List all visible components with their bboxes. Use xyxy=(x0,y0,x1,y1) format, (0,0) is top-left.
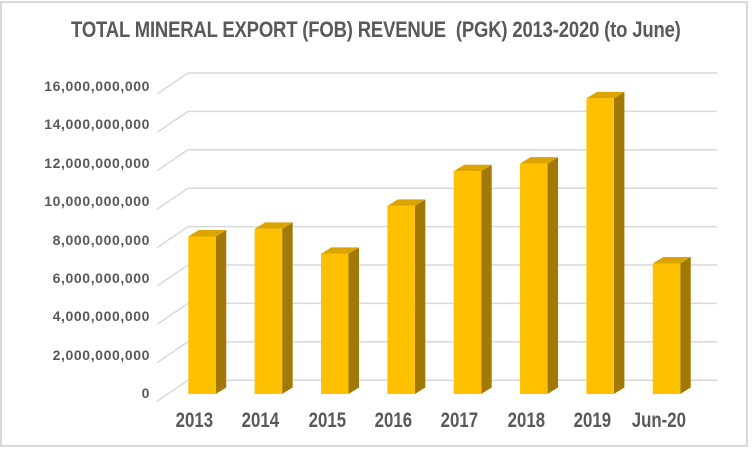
bar-front-face xyxy=(188,236,216,394)
bar-front-face xyxy=(652,263,681,394)
x-axis-label-text: 2018 xyxy=(507,409,545,432)
bar-top-face xyxy=(586,91,625,99)
x-axis-label: 2017 xyxy=(415,410,505,433)
bar-side-face xyxy=(613,91,625,394)
bar-side-face xyxy=(547,157,559,394)
y-axis-tick-diagonal xyxy=(156,341,189,364)
y-axis-label: 16,000,000,000 xyxy=(44,78,150,94)
bar-front-face xyxy=(586,98,614,394)
y-axis-tick-diagonal xyxy=(156,110,189,134)
bar-top-face xyxy=(188,230,227,237)
y-axis-label: 10,000,000,000 xyxy=(44,193,150,210)
bar-front-face xyxy=(321,253,349,394)
bar-top-face xyxy=(254,222,293,229)
x-axis-label-text: 2013 xyxy=(175,409,213,432)
bar-side-face xyxy=(348,247,359,394)
bar-top-face xyxy=(453,164,492,172)
chart-title-text: TOTAL MINERAL EXPORT (FOB) REVENUE (PGK)… xyxy=(71,17,681,42)
x-axis-label: 2018 xyxy=(481,410,571,433)
bar-Jun-20 xyxy=(652,256,691,394)
x-axis-label-text: 2019 xyxy=(573,409,612,432)
x-axis-label: 2019 xyxy=(547,410,637,433)
y-axis-tick-diagonal xyxy=(156,302,189,326)
bar-front-face xyxy=(520,163,548,394)
y-axis-tick-diagonal xyxy=(156,72,189,95)
bar-top-face xyxy=(387,199,426,206)
x-axis-label: 2014 xyxy=(216,410,306,433)
bar-side-face xyxy=(414,199,426,394)
bar-front-face xyxy=(387,205,415,394)
bar-2015 xyxy=(321,247,359,394)
bar-side-face xyxy=(680,256,691,394)
x-axis-label: 2013 xyxy=(149,410,239,433)
bar-side-face xyxy=(282,222,293,394)
x-axis-label: 2015 xyxy=(282,410,372,433)
bar-front-face xyxy=(254,228,283,394)
y-axis-label: 8,000,000,000 xyxy=(52,231,150,248)
bar-2018 xyxy=(520,157,559,394)
bar-2013 xyxy=(188,230,227,394)
bar-2016 xyxy=(387,199,426,394)
bar-top-face xyxy=(321,247,359,254)
x-axis-label-text: 2016 xyxy=(374,409,413,432)
x-axis-label-text: 2014 xyxy=(241,409,280,432)
y-axis-tick-diagonal xyxy=(156,149,189,172)
chart-title: TOTAL MINERAL EXPORT (FOB) REVENUE (PGK)… xyxy=(0,17,752,43)
bar-front-face xyxy=(453,171,482,394)
y-axis-tick-diagonal xyxy=(156,187,189,210)
bar-2019 xyxy=(586,91,625,394)
y-axis-label: 0 xyxy=(141,385,150,402)
y-axis-label: 14,000,000,000 xyxy=(44,116,150,133)
bar-top-face xyxy=(520,157,559,164)
bar-side-face xyxy=(481,164,492,394)
bar-side-face xyxy=(215,230,227,394)
y-axis-label: 12,000,000,000 xyxy=(44,154,150,171)
x-axis-label-text: 2015 xyxy=(308,409,346,432)
bar-2014 xyxy=(254,222,293,394)
x-axis-label-text: Jun-20 xyxy=(631,409,686,432)
y-axis-tick-diagonal xyxy=(156,225,189,249)
y-axis-tick-diagonal xyxy=(156,264,189,287)
y-axis-label: 6,000,000,000 xyxy=(52,270,150,286)
y-axis-label: 2,000,000,000 xyxy=(52,346,150,363)
y-axis-label: 4,000,000,000 xyxy=(52,308,150,325)
bar-top-face xyxy=(652,256,691,264)
bar-2017 xyxy=(453,164,492,394)
x-axis-label-text: 2017 xyxy=(441,409,479,432)
x-axis-label: Jun-20 xyxy=(614,410,704,433)
y-axis-tick-diagonal xyxy=(156,379,189,402)
x-axis-label: 2016 xyxy=(348,410,438,433)
